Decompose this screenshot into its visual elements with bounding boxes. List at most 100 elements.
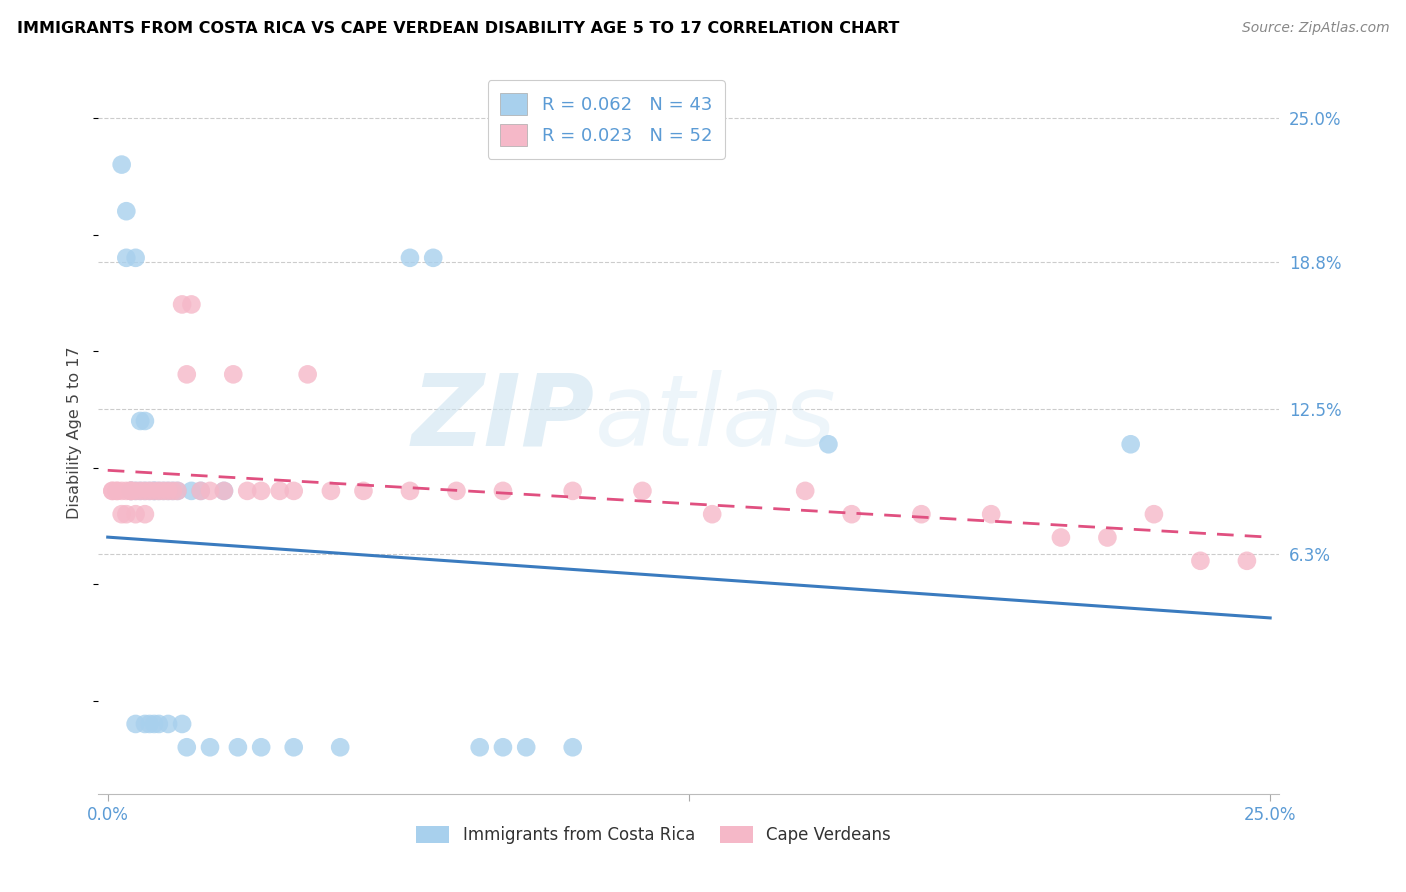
Point: [111, 483, 134, 498]
Point: [138, 483, 160, 498]
Point: [212, 483, 235, 498]
Point: [129, 483, 152, 498]
Point: [176, 740, 198, 755]
Point: [124, 717, 146, 731]
Point: [143, 483, 166, 498]
Point: [166, 483, 188, 498]
Point: [148, 483, 170, 498]
Point: [180, 483, 202, 498]
Text: IMMIGRANTS FROM COSTA RICA VS CAPE VERDEAN DISABILITY AGE 5 TO 17 CORRELATION CH: IMMIGRANTS FROM COSTA RICA VS CAPE VERDE…: [17, 21, 900, 37]
Point: [134, 483, 156, 498]
Point: [129, 414, 152, 428]
Point: [250, 483, 273, 498]
Point: [190, 483, 212, 498]
Point: [198, 483, 221, 498]
Point: [120, 483, 142, 498]
Point: [138, 483, 160, 498]
Point: [702, 507, 724, 521]
Point: [180, 297, 202, 311]
Point: [157, 717, 180, 731]
Point: [111, 158, 134, 172]
Point: [124, 483, 146, 498]
Point: [143, 717, 166, 731]
Point: [250, 740, 273, 755]
Point: [446, 483, 468, 498]
Point: [152, 483, 174, 498]
Point: [841, 507, 863, 521]
Legend: Immigrants from Costa Rica, Cape Verdeans: Immigrants from Costa Rica, Cape Verdean…: [409, 819, 898, 851]
Point: [157, 483, 180, 498]
Point: [124, 251, 146, 265]
Point: [794, 483, 817, 498]
Point: [101, 483, 124, 498]
Point: [817, 437, 839, 451]
Point: [1050, 531, 1073, 545]
Point: [269, 483, 291, 498]
Point: [515, 740, 537, 755]
Point: [134, 414, 156, 428]
Point: [162, 483, 184, 498]
Point: [561, 740, 583, 755]
Point: [1143, 507, 1166, 521]
Point: [120, 483, 142, 498]
Point: [105, 483, 128, 498]
Point: [631, 483, 654, 498]
Point: [561, 483, 583, 498]
Point: [492, 483, 515, 498]
Point: [1189, 554, 1212, 568]
Point: [1119, 437, 1142, 451]
Point: [115, 483, 138, 498]
Point: [162, 483, 184, 498]
Point: [172, 297, 194, 311]
Point: [143, 483, 166, 498]
Point: [148, 717, 170, 731]
Point: [399, 483, 422, 498]
Point: [422, 251, 444, 265]
Point: [166, 483, 188, 498]
Point: [120, 483, 142, 498]
Point: [115, 507, 138, 521]
Point: [124, 483, 146, 498]
Point: [172, 717, 194, 731]
Point: [212, 483, 235, 498]
Point: [468, 740, 491, 755]
Point: [111, 507, 134, 521]
Point: [910, 507, 932, 521]
Point: [353, 483, 375, 498]
Text: ZIP: ZIP: [412, 369, 595, 467]
Point: [399, 251, 422, 265]
Point: [115, 204, 138, 219]
Point: [980, 507, 1002, 521]
Point: [176, 368, 198, 382]
Point: [492, 740, 515, 755]
Point: [236, 483, 259, 498]
Point: [120, 483, 142, 498]
Point: [115, 251, 138, 265]
Point: [143, 483, 166, 498]
Point: [1236, 554, 1258, 568]
Point: [120, 483, 142, 498]
Point: [134, 507, 156, 521]
Point: [148, 483, 170, 498]
Point: [101, 483, 124, 498]
Point: [190, 483, 212, 498]
Y-axis label: Disability Age 5 to 17: Disability Age 5 to 17: [67, 346, 83, 519]
Text: Source: ZipAtlas.com: Source: ZipAtlas.com: [1241, 21, 1389, 36]
Point: [138, 717, 160, 731]
Point: [222, 368, 245, 382]
Point: [134, 483, 156, 498]
Point: [226, 740, 249, 755]
Point: [319, 483, 342, 498]
Point: [283, 483, 305, 498]
Point: [1097, 531, 1119, 545]
Text: atlas: atlas: [595, 369, 837, 467]
Point: [329, 740, 352, 755]
Point: [134, 717, 156, 731]
Point: [105, 483, 128, 498]
Point: [297, 368, 319, 382]
Point: [152, 483, 174, 498]
Point: [283, 740, 305, 755]
Point: [129, 483, 152, 498]
Point: [124, 507, 146, 521]
Point: [157, 483, 180, 498]
